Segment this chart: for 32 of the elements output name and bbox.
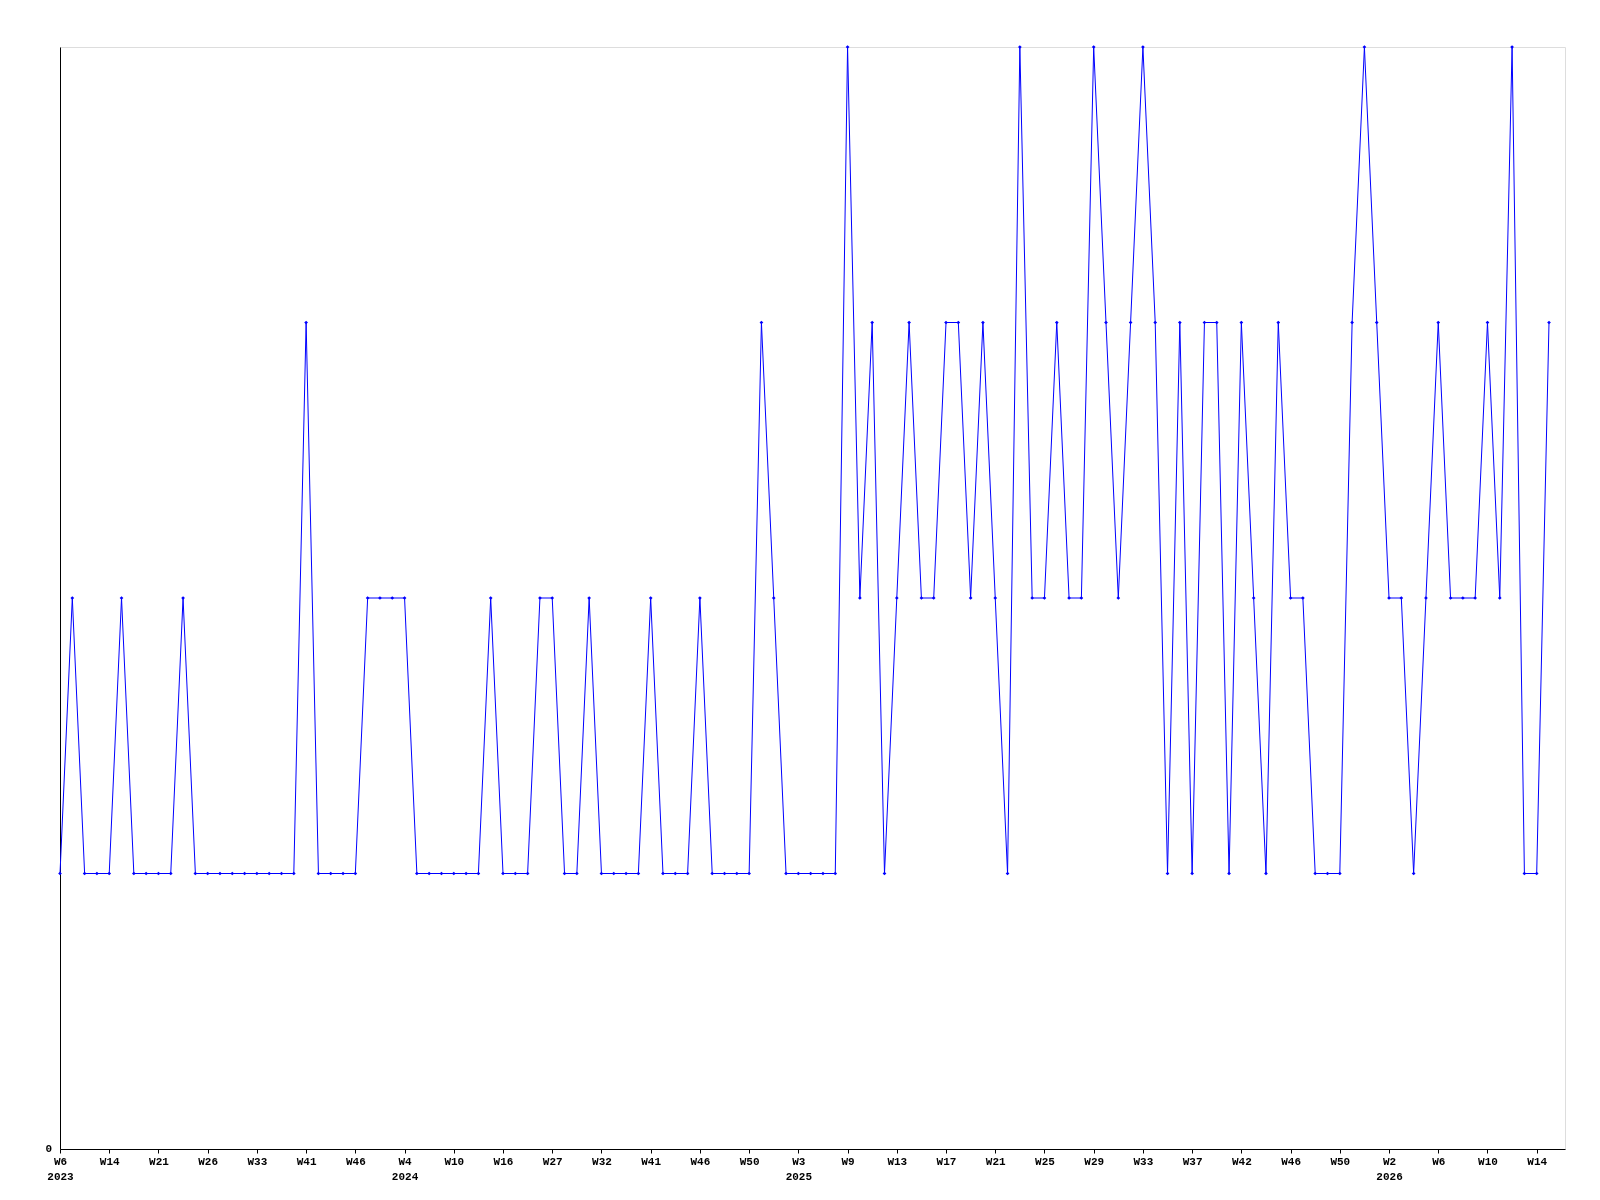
x-tick-label: W27: [542, 1155, 563, 1168]
x-tick-label: W21: [149, 1155, 170, 1168]
x-tick-label: W41: [641, 1155, 662, 1168]
x-tick-label: W14: [99, 1155, 121, 1168]
x-tick-label: W50: [739, 1155, 760, 1168]
x-tick-label: W6 2023: [47, 1155, 75, 1183]
x-tick-label: W16: [493, 1155, 514, 1168]
x-tick-label: W10: [444, 1155, 465, 1168]
x-tick-label: W3 2025: [785, 1155, 813, 1183]
x-tick-label: W2 2026: [1376, 1155, 1403, 1183]
x-tick-label: W50: [1330, 1155, 1351, 1168]
x-tick-label: W46: [690, 1155, 711, 1168]
x-tick-label: W17: [936, 1155, 957, 1168]
x-tick-label: W10: [1478, 1155, 1498, 1168]
text: 0: [45, 1143, 52, 1155]
x-tick-label: W41: [296, 1155, 317, 1168]
x-tick-label: W14: [1527, 1155, 1548, 1168]
x-tick-label: W33: [247, 1155, 268, 1168]
x-tick-label: W4 2024: [391, 1155, 419, 1183]
x-tick-label: W46: [1281, 1155, 1301, 1168]
x-tick-label: W46: [345, 1155, 366, 1168]
x-tick-label: W21: [985, 1155, 1007, 1168]
x-tick-label: W26: [198, 1155, 219, 1168]
x-tick-label: W32: [592, 1155, 612, 1168]
x-tick-label: W25: [1035, 1155, 1056, 1168]
x-tick-label: W42: [1231, 1155, 1252, 1168]
x-tick-label: W9: [841, 1155, 855, 1168]
x-tick-label: W13: [887, 1155, 908, 1168]
x-tick-label: W29: [1084, 1155, 1105, 1168]
x-tick-label: W33: [1133, 1155, 1154, 1168]
x-tick-label: W6: [1432, 1155, 1446, 1168]
x-tick-label: W37: [1182, 1155, 1203, 1168]
